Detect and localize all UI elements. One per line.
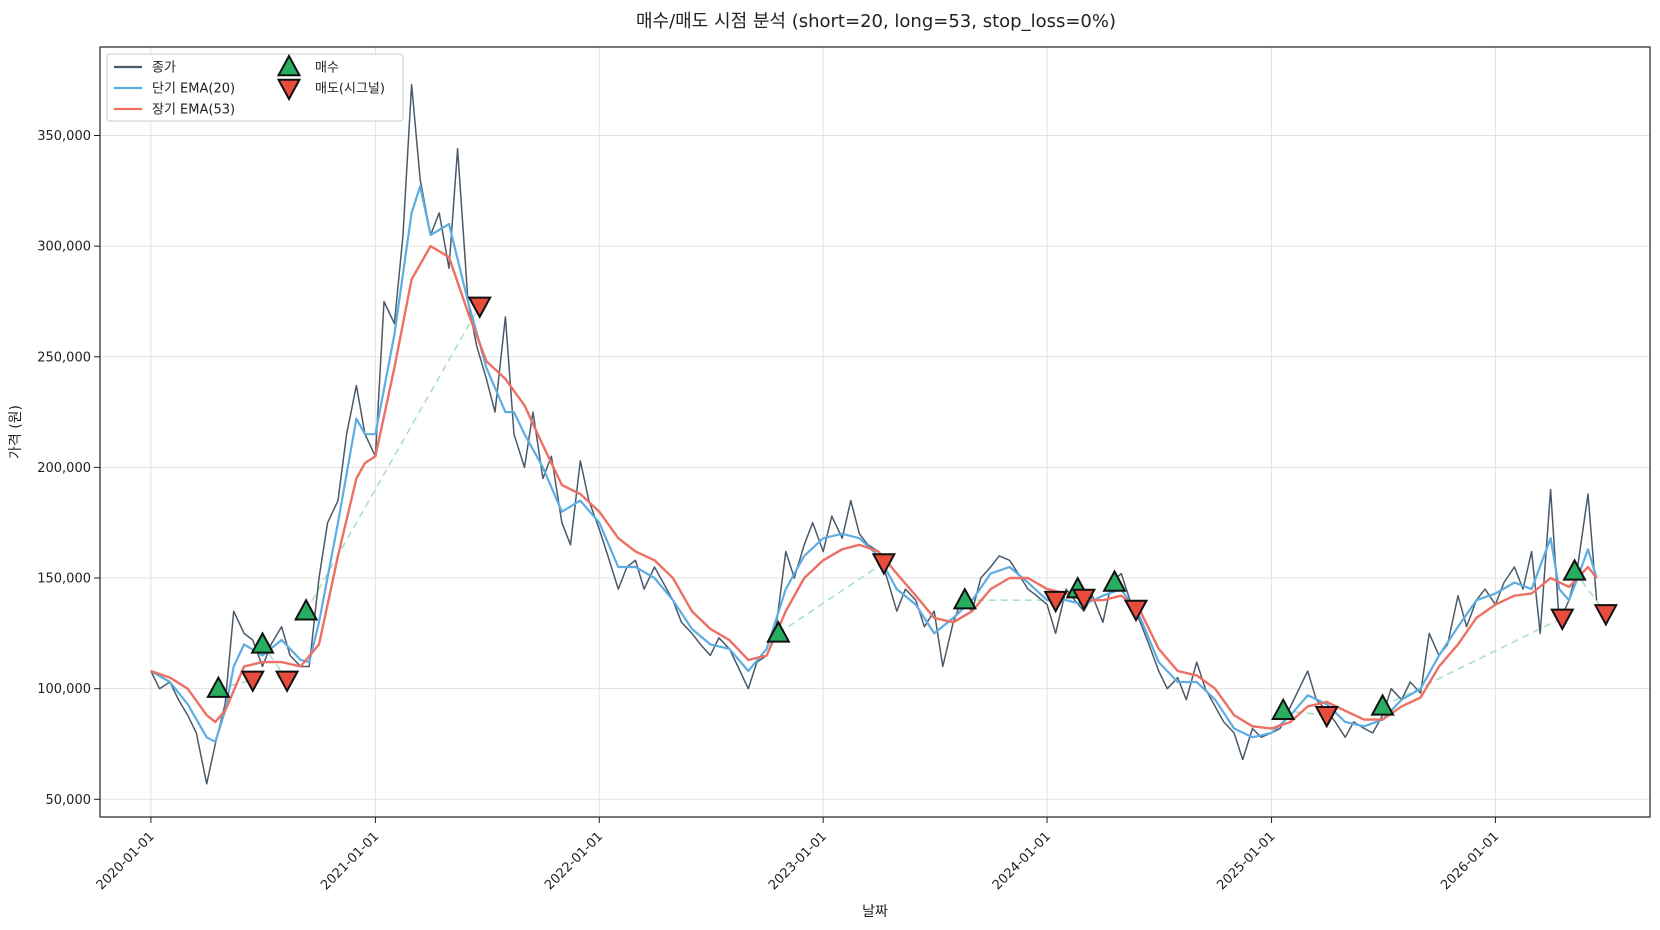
x-tick-label: 2023-01-01 — [766, 829, 830, 893]
sell-marker — [1043, 590, 1068, 614]
x-axis-title: 날짜 — [862, 904, 888, 920]
plot-area — [100, 47, 1650, 817]
y-tick-label: 300,000 — [37, 240, 91, 255]
buy-marker — [206, 675, 231, 698]
trade-line — [305, 305, 481, 612]
x-tick-label: 2025-01-01 — [1214, 829, 1278, 893]
sell-marker — [1550, 608, 1575, 631]
buy-marker — [952, 587, 977, 610]
sell-marker — [467, 296, 492, 319]
x-axis: 2020-01-01 2021-01-01 2022-01-01 2023-01-01… — [94, 817, 1502, 893]
legend-label-close: 종가 — [152, 61, 176, 76]
buy-marker — [1102, 569, 1127, 592]
series-line-ema_long — [150, 244, 1598, 730]
y-tick-label: 100,000 — [37, 682, 91, 697]
x-tick-label: 2020-01-01 — [94, 829, 158, 893]
x-tick-label: 2024-01-01 — [990, 829, 1054, 893]
y-tick-label: 250,000 — [37, 350, 91, 365]
sell-marker — [1314, 705, 1339, 729]
sell-marker — [1071, 588, 1096, 612]
y-tick-label: 350,000 — [37, 129, 91, 144]
legend-label-ema_long: 장기 EMA(53) — [152, 103, 235, 118]
trade-line — [1573, 570, 1607, 614]
x-tick-label: 2026-01-01 — [1438, 829, 1502, 893]
sell-marker — [240, 670, 265, 693]
plot-border — [99, 46, 1651, 818]
chart-title: 매수/매도 시점 분석 (short=20, long=53, stop_los… — [636, 11, 1116, 32]
y-axis-title: 가격 (원) — [8, 405, 24, 459]
legend-box — [106, 53, 404, 122]
buy-marker — [250, 631, 275, 654]
buy-marker — [766, 620, 791, 643]
buy-marker — [1370, 693, 1395, 716]
legend-label-ema_short: 단기 EMA(20) — [152, 82, 235, 97]
legend-swatch-buy — [276, 53, 302, 77]
sell-marker — [871, 553, 897, 576]
series-line-close — [150, 83, 1598, 785]
sell-marker — [274, 670, 300, 693]
sell-marker — [1593, 604, 1618, 627]
legend-label-buy: 매수 — [315, 61, 339, 76]
sell-marker — [1123, 599, 1149, 623]
buy-marker — [293, 598, 319, 621]
trade-line — [777, 561, 885, 635]
markers — [206, 296, 1618, 729]
x-tick-label: 2022-01-01 — [542, 829, 606, 893]
series-lines — [150, 83, 1598, 785]
y-tick-label: 200,000 — [37, 461, 91, 476]
grid — [100, 47, 1650, 817]
y-axis: 50,000 100,000 150,000 200,000 250,000 300,00… — [37, 129, 100, 808]
series-line-ema_short — [150, 185, 1598, 743]
x-tick-label: 2021-01-01 — [318, 829, 382, 893]
buy-marker — [1271, 697, 1296, 721]
legend-label-sell: 매도(시그널) — [315, 82, 385, 97]
y-tick-label: 150,000 — [37, 572, 91, 587]
trade-line — [1382, 617, 1563, 708]
y-tick-label: 50,000 — [46, 793, 92, 808]
buy-marker — [1562, 558, 1587, 581]
legend-swatch-sell — [276, 78, 302, 102]
